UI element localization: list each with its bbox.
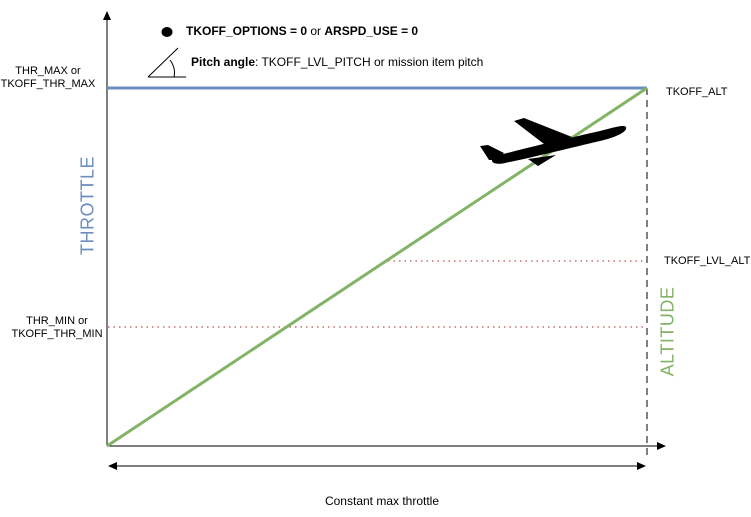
tkoff-alt-label: TKOFF_ALT <box>666 86 728 98</box>
angle-icon <box>147 47 186 78</box>
thr-min-label: THR_MIN or TKOFF_THR_MIN <box>9 315 105 341</box>
legend-pitch-text: : TKOFF_LVL_PITCH or mission item pitch <box>255 55 484 69</box>
thr-max-label-line2: TKOFF_THR_MAX <box>0 78 96 90</box>
legend-condition-or: or <box>307 24 325 38</box>
legend-pitch-label: Pitch angle <box>191 55 256 69</box>
thr-max-label: THR_MAX or TKOFF_THR_MAX <box>0 65 96 91</box>
black-dot-icon <box>161 27 173 37</box>
legend-pitch: Pitch angle: TKOFF_LVL_PITCH or mission … <box>191 55 483 69</box>
constant-max-throttle-label: Constant max throttle <box>324 494 440 508</box>
airplane-icon <box>480 118 627 166</box>
altitude-axis-title: ALTITUDE <box>657 286 678 377</box>
legend-condition-arspd: ARSPD_USE = 0 <box>324 24 419 38</box>
legend-condition: TKOFF_OPTIONS = 0 or ARSPD_USE = 0 <box>186 24 418 38</box>
thr-max-label-line1: THR_MAX or <box>15 65 81 77</box>
thr-min-label-line1: THR_MIN or <box>26 315 88 327</box>
tkoff-lvl-alt-label: TKOFF_LVL_ALT <box>664 255 751 267</box>
thr-min-label-line2: TKOFF_THR_MIN <box>11 328 103 340</box>
legend-condition-options: TKOFF_OPTIONS = 0 <box>186 24 308 38</box>
throttle-axis-title: THROTTLE <box>77 156 98 256</box>
